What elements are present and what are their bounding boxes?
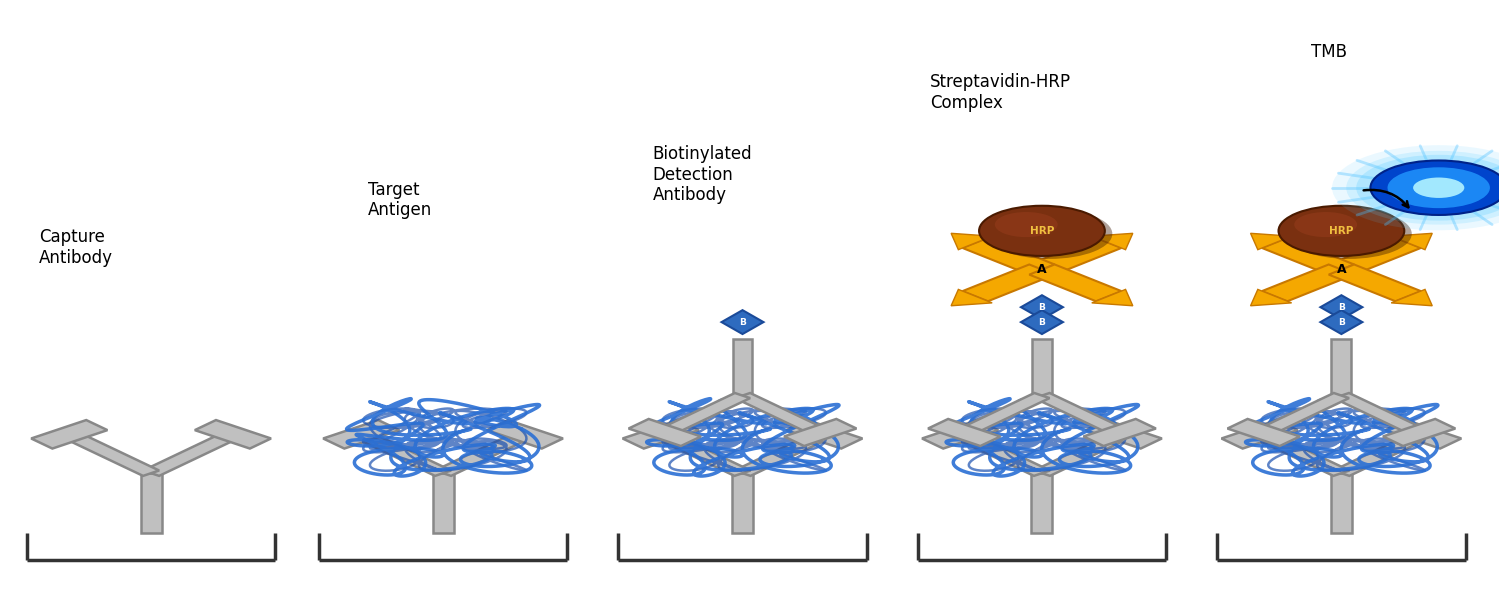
Polygon shape — [657, 393, 750, 435]
Polygon shape — [1032, 339, 1052, 395]
Text: B: B — [1038, 317, 1046, 326]
Polygon shape — [1035, 393, 1128, 435]
Polygon shape — [735, 393, 828, 435]
Polygon shape — [952, 431, 1050, 476]
Polygon shape — [722, 310, 764, 334]
Text: Streptavidin-HRP
Complex: Streptavidin-HRP Complex — [930, 73, 1071, 112]
Polygon shape — [352, 431, 452, 476]
Polygon shape — [1251, 233, 1292, 250]
Text: B: B — [1338, 317, 1346, 326]
Polygon shape — [1221, 420, 1298, 449]
Polygon shape — [32, 420, 108, 449]
Polygon shape — [142, 431, 242, 476]
Polygon shape — [1251, 431, 1350, 476]
Polygon shape — [1034, 431, 1132, 476]
Text: Capture
Antibody: Capture Antibody — [39, 229, 112, 267]
Polygon shape — [488, 420, 562, 449]
Circle shape — [1413, 178, 1464, 198]
Circle shape — [1356, 155, 1500, 221]
Polygon shape — [922, 420, 999, 449]
Polygon shape — [957, 393, 1050, 435]
Polygon shape — [1320, 310, 1362, 334]
Polygon shape — [1383, 419, 1455, 446]
Polygon shape — [1092, 233, 1132, 250]
Polygon shape — [1329, 238, 1420, 275]
Text: Target
Antigen: Target Antigen — [368, 181, 432, 220]
Circle shape — [987, 209, 1113, 259]
Polygon shape — [62, 431, 159, 476]
Polygon shape — [784, 419, 856, 446]
Polygon shape — [1384, 420, 1461, 449]
Polygon shape — [1256, 393, 1348, 435]
Text: B: B — [1338, 302, 1346, 311]
Polygon shape — [652, 431, 750, 476]
Polygon shape — [786, 420, 862, 449]
Polygon shape — [963, 238, 1054, 275]
Text: TMB: TMB — [1311, 43, 1347, 61]
Circle shape — [1286, 209, 1412, 259]
Text: HRP: HRP — [1329, 226, 1353, 236]
Circle shape — [1332, 145, 1500, 230]
Circle shape — [1347, 151, 1500, 224]
Polygon shape — [628, 419, 700, 446]
Polygon shape — [1251, 289, 1292, 306]
Polygon shape — [1092, 289, 1132, 306]
Polygon shape — [1390, 233, 1432, 250]
Polygon shape — [622, 420, 699, 449]
Circle shape — [1278, 206, 1404, 256]
Text: Biotinylated
Detection
Antibody: Biotinylated Detection Antibody — [652, 145, 753, 205]
Polygon shape — [432, 473, 453, 533]
Circle shape — [994, 212, 1058, 237]
Circle shape — [980, 206, 1106, 256]
Text: A: A — [1336, 263, 1346, 276]
Polygon shape — [1022, 310, 1064, 334]
Polygon shape — [1262, 265, 1354, 301]
Polygon shape — [1032, 473, 1053, 533]
Polygon shape — [1334, 431, 1431, 476]
Polygon shape — [1334, 393, 1426, 435]
Circle shape — [1388, 167, 1490, 208]
Polygon shape — [1086, 420, 1162, 449]
Polygon shape — [1029, 238, 1122, 275]
Polygon shape — [1330, 473, 1352, 533]
Polygon shape — [435, 431, 532, 476]
Text: HRP: HRP — [1030, 226, 1054, 236]
Polygon shape — [1227, 419, 1300, 446]
Polygon shape — [1320, 295, 1362, 319]
Polygon shape — [1022, 295, 1064, 319]
Polygon shape — [195, 420, 272, 449]
Polygon shape — [1390, 289, 1432, 306]
Polygon shape — [1029, 265, 1122, 301]
Polygon shape — [1329, 265, 1420, 301]
Circle shape — [1294, 212, 1358, 237]
Text: B: B — [1038, 302, 1046, 311]
Polygon shape — [732, 473, 753, 533]
Circle shape — [1371, 160, 1500, 215]
Polygon shape — [951, 233, 992, 250]
Polygon shape — [1262, 238, 1354, 275]
Polygon shape — [1083, 419, 1156, 446]
Polygon shape — [951, 289, 992, 306]
Polygon shape — [322, 420, 399, 449]
Polygon shape — [963, 265, 1054, 301]
Text: A: A — [1036, 263, 1047, 276]
Polygon shape — [735, 431, 833, 476]
Polygon shape — [141, 473, 162, 533]
Polygon shape — [928, 419, 1000, 446]
Text: B: B — [740, 317, 746, 326]
Polygon shape — [732, 339, 753, 395]
Polygon shape — [1332, 339, 1352, 395]
